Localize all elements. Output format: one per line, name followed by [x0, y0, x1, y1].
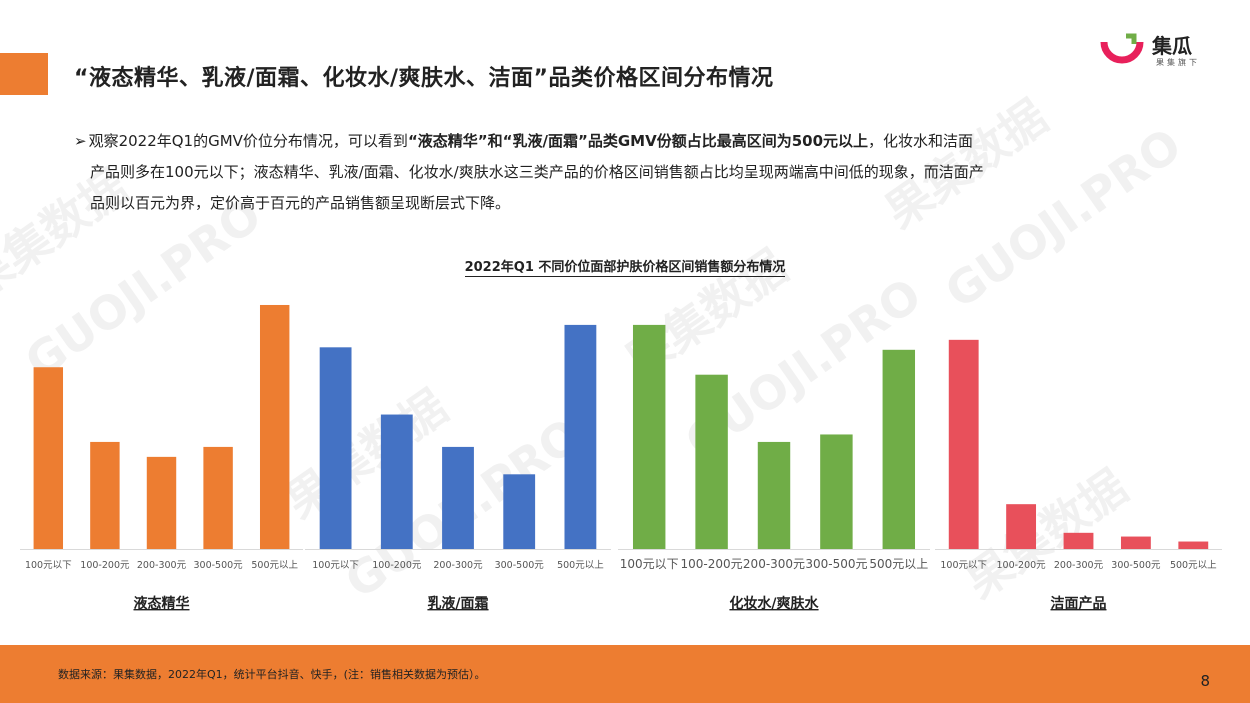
tick-label: 300-500元	[805, 557, 867, 571]
bar	[564, 324, 597, 549]
group-label: 化妆水/爽肤水	[729, 595, 819, 612]
bar	[1063, 532, 1094, 549]
footer-bar: 数据来源：果集数据，2022年Q1，统计平台抖音、快手，(注：销售相关数据为预估…	[0, 645, 1250, 703]
source-note: 数据来源：果集数据，2022年Q1，统计平台抖音、快手，(注：销售相关数据为预估…	[58, 668, 486, 681]
bar	[503, 474, 536, 549]
bar	[146, 456, 177, 549]
chart-title: 2022年Q1 不同价位面部护肤价格区间销售额分布情况	[464, 260, 786, 277]
summary-highlight: “液态精华”和“乳液/面霜”品类GMV份额占比最高区间为500元以上	[407, 132, 869, 150]
bullet-arrow-icon: ➢	[74, 132, 87, 150]
tick-label: 500元以上	[251, 560, 298, 571]
bar	[1178, 541, 1209, 549]
tick-label: 200-300元	[1054, 560, 1104, 571]
bar	[442, 446, 474, 549]
summary-part-1: 观察2022年Q1的GMV价位分布情况，可以看到	[88, 132, 408, 150]
tick-label: 100-200元	[372, 560, 422, 571]
bar	[380, 414, 413, 549]
tick-label: 100-200元	[996, 560, 1046, 571]
tick-label: 100-200元	[681, 557, 743, 571]
tick-label: 500元以上	[869, 557, 928, 571]
summary-line-2: 产品则多在100元以下；液态精华、乳液/面霜、化妆水/爽肤水这三类产品的价格区间…	[90, 163, 984, 181]
tick-label: 100元以下	[25, 560, 72, 571]
summary-text: ➢ 观察2022年Q1的GMV价位分布情况，可以看到“液态精华”和“乳液/面霜”品…	[74, 126, 1184, 219]
bar	[757, 441, 791, 549]
logo-subtitle: 果集旗下	[1156, 58, 1200, 67]
bar	[319, 347, 352, 549]
tick-label: 200-300元	[743, 557, 805, 571]
bar	[882, 349, 916, 549]
tick-label: 100元以下	[620, 557, 679, 571]
tick-label: 200-300元	[137, 560, 187, 571]
tick-label: 300-500元	[495, 560, 545, 571]
summary-line-3: 品则以百元为界，定价高于百元的产品销售额呈现断层式下降。	[90, 194, 511, 212]
bar	[820, 434, 853, 549]
group-label: 洁面产品	[1051, 595, 1107, 612]
brand-logo: 集瓜 果集旗下	[1100, 30, 1220, 74]
tick-label: 100元以下	[312, 560, 359, 571]
tick-label: 500元以上	[557, 560, 604, 571]
bar	[259, 304, 290, 549]
logo-mark-icon	[1100, 33, 1144, 64]
tick-label: 200-300元	[433, 560, 483, 571]
bar	[948, 339, 979, 549]
tick-label: 300-500元	[1111, 560, 1161, 571]
bar	[33, 367, 64, 549]
tick-label: 100-200元	[80, 560, 130, 571]
tick-label: 300-500元	[193, 560, 243, 571]
bar	[90, 441, 120, 549]
bar-chart: 100元以下 100-200元 200-300元 300-500元 500元以上液态精华…	[20, 304, 1222, 612]
bar	[1006, 504, 1037, 549]
tick-label: 500元以上	[1170, 560, 1217, 571]
logo-name: 集瓜	[1152, 34, 1192, 58]
bar	[695, 374, 728, 549]
title-accent-bar	[0, 53, 48, 95]
bar	[1120, 536, 1151, 549]
chart-title-wrap: 2022年Q1 不同价位面部护肤价格区间销售额分布情况	[0, 256, 1250, 277]
bar	[203, 446, 233, 549]
page-number: 8	[1200, 672, 1210, 690]
group-label: 乳液/面霜	[427, 595, 488, 612]
summary-part-3: ，化妆水和洁面	[868, 132, 974, 150]
bar	[632, 324, 666, 549]
page-title: “液态精华、乳液/面霜、化妆水/爽肤水、洁面”品类价格区间分布情况	[74, 66, 774, 91]
group-label: 液态精华	[134, 595, 190, 612]
tick-label: 100元以下	[940, 560, 987, 571]
